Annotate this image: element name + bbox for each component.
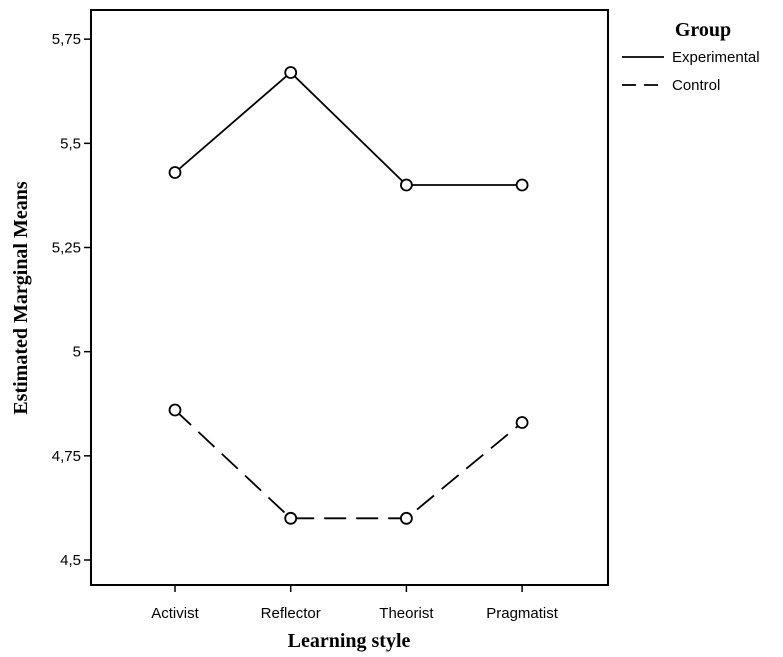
x-axis: Activist Reflector Theorist Pragmatist: [151, 585, 559, 622]
legend-label-control: Control: [672, 77, 720, 94]
x-tick-label: Activist: [151, 605, 199, 622]
y-tick-label: 5,5: [60, 135, 81, 152]
data-point-experimental: [284, 66, 298, 79]
data-point-experimental: [515, 178, 529, 192]
data-point-control: [284, 511, 298, 525]
y-tick-label: 4,75: [52, 448, 81, 465]
legend: Group Experimental Control: [622, 19, 760, 94]
legend-title: Group: [675, 19, 731, 41]
x-tick-label: Pragmatist: [486, 605, 559, 622]
y-tick-label: 5: [73, 344, 81, 361]
y-axis: 4,5 4,75 5 5,25 5,5 5,75: [52, 31, 91, 569]
y-tick-label: 4,5: [60, 552, 81, 569]
y-tick-label: 5,25: [52, 240, 81, 257]
legend-items: Experimental Control: [622, 49, 760, 94]
series-line-control: [174, 409, 523, 520]
data-point-control: [168, 403, 182, 417]
y-axis-title: Estimated Marginal Means: [10, 181, 32, 415]
legend-label-experimental: Experimental: [672, 49, 760, 66]
x-tick-label: Reflector: [261, 605, 321, 622]
x-axis-title: Learning style: [288, 630, 411, 652]
x-tick-label: Theorist: [379, 605, 434, 622]
series-line-experimental: [174, 71, 523, 186]
data-point-control: [515, 416, 529, 429]
y-tick-label: 5,75: [52, 31, 81, 48]
data-point-control: [399, 511, 413, 525]
data-point-experimental: [168, 166, 182, 179]
data-point-experimental: [399, 178, 413, 192]
plot-frame: [90, 9, 609, 586]
series-layer: [168, 66, 529, 525]
